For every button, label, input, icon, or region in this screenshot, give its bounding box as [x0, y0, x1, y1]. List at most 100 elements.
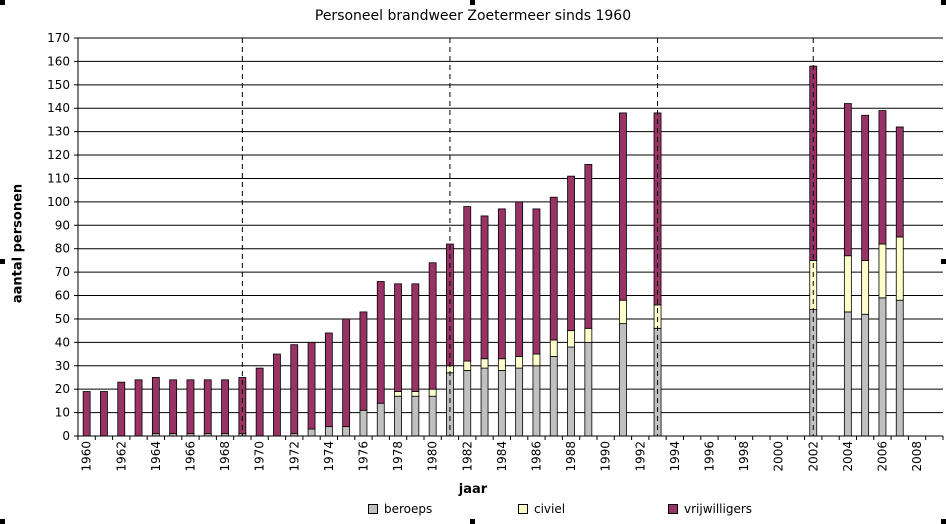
- bar-vrijwilligers-1982: [463, 206, 472, 362]
- legend-swatch-vrijwilligers: [668, 504, 678, 514]
- bar-vrijwilligers-2006: [878, 110, 887, 245]
- x-axis-label: jaar: [458, 482, 488, 497]
- resize-handle-top-left[interactable]: [0, 0, 5, 5]
- bar-civiel-2005: [861, 260, 870, 315]
- bar-civiel-1987: [549, 339, 558, 357]
- y-tick-label: 170: [47, 31, 70, 45]
- bar-vrijwilligers-1963: [134, 379, 143, 437]
- y-tick-label: 160: [47, 54, 70, 68]
- bar-civiel-1983: [480, 358, 489, 369]
- resize-handle-bottom-left[interactable]: [0, 519, 5, 524]
- bar-vrijwilligers-1965: [169, 379, 178, 435]
- bar-beroeps-1989: [584, 341, 593, 437]
- bar-vrijwilligers-1961: [100, 391, 108, 437]
- x-tick-label-1968: 1968: [218, 441, 232, 472]
- bar-beroeps-2004: [843, 311, 852, 437]
- x-tick-label-1994: 1994: [668, 441, 682, 472]
- resize-handle-top-right[interactable]: [941, 0, 946, 5]
- bar-vrijwilligers-1976: [359, 311, 368, 411]
- bar-vrijwilligers-1970: [255, 367, 264, 437]
- bar-beroeps-1979: [411, 395, 420, 437]
- legend-swatch-beroeps: [368, 504, 378, 514]
- bar-vrijwilligers-1985: [515, 201, 524, 357]
- axes: 0 10 20 30 40 50 60 70 80 90 100 110 120 130 140 150 160…: [47, 31, 944, 472]
- bar-vrijwilligers-1968: [221, 379, 229, 435]
- resize-handle-middle-left[interactable]: [0, 259, 5, 264]
- bar-beroeps-1973: [307, 428, 316, 437]
- resize-handle-middle-right[interactable]: [941, 259, 946, 264]
- x-tick-label-2006: 2006: [875, 441, 889, 472]
- legend-item-vrijwilligers: vrijwilligers: [668, 502, 752, 516]
- bar-civiel-1980: [428, 388, 437, 397]
- dashed-year-markers: [241, 38, 814, 436]
- bar-civiel-2007: [895, 236, 904, 301]
- bar-beroeps-1982: [463, 370, 472, 437]
- x-tick-label-1966: 1966: [183, 441, 197, 472]
- bar-beroeps-1974: [324, 426, 333, 437]
- bar-vrijwilligers-1977: [376, 281, 385, 404]
- bar-beroeps-1983: [480, 367, 489, 437]
- x-tick-label-2008: 2008: [910, 441, 924, 472]
- x-tick-label-1992: 1992: [633, 441, 647, 472]
- gridlines: [78, 37, 943, 414]
- bar-civiel-1978: [394, 391, 402, 397]
- x-tick-label-1996: 1996: [702, 441, 716, 472]
- bar-civiel-2006: [878, 243, 887, 299]
- legend-label-vrijwilligers: vrijwilligers: [684, 502, 753, 516]
- x-tick-label-1986: 1986: [529, 441, 543, 472]
- y-tick-label: 40: [55, 335, 70, 349]
- x-tick-label-1974: 1974: [322, 441, 336, 472]
- y-tick-label: 150: [47, 78, 70, 92]
- y-tick-label: 30: [55, 359, 70, 373]
- x-tick-label-1962: 1962: [114, 441, 128, 472]
- bar-vrijwilligers-2004: [843, 103, 852, 257]
- x-tick-label-1984: 1984: [495, 441, 509, 472]
- bar-beroeps-2005: [861, 313, 870, 437]
- x-tick-label-1978: 1978: [391, 441, 405, 472]
- bar-vrijwilligers-2007: [895, 126, 904, 238]
- bar-beroeps-1986: [532, 365, 541, 437]
- y-axis-label: aantal personen: [10, 183, 26, 304]
- x-tick-label-1980: 1980: [426, 441, 440, 472]
- bar-civiel-1991: [619, 299, 627, 325]
- bar-beroeps-1978: [394, 395, 402, 437]
- bar-vrijwilligers-1974: [324, 332, 333, 428]
- resize-handle-bottom-center[interactable]: [470, 519, 475, 524]
- x-tick-label-1960: 1960: [80, 441, 94, 472]
- bar-vrijwilligers-1980: [428, 262, 437, 390]
- bar-vrijwilligers-1975: [342, 318, 351, 428]
- bar-beroeps-1977: [376, 402, 385, 437]
- y-tick-label: 110: [47, 171, 70, 185]
- bar-beroeps-1985: [515, 367, 524, 437]
- resize-handle-bottom-right[interactable]: [941, 519, 946, 524]
- bar-vrijwilligers-1960: [82, 391, 91, 437]
- y-tick-label: 120: [47, 148, 70, 162]
- bar-civiel-1986: [532, 353, 541, 367]
- bar-beroeps-2007: [895, 299, 904, 437]
- legend-label-beroeps: beroeps: [384, 502, 433, 516]
- bar-beroeps-1976: [359, 409, 368, 437]
- chart-title: Personeel brandweer Zoetermeer sinds 196…: [314, 8, 632, 24]
- legend-label-civiel: civiel: [534, 502, 566, 516]
- x-tick-label-1976: 1976: [356, 441, 370, 472]
- y-tick-label: 80: [55, 242, 70, 256]
- bars: [82, 65, 904, 437]
- resize-handle-top-center[interactable]: [470, 0, 475, 5]
- bar-vrijwilligers-1988: [567, 175, 575, 332]
- bar-vrijwilligers-1972: [290, 344, 299, 435]
- y-tick-label: 100: [47, 195, 70, 209]
- bar-beroeps-1988: [567, 346, 575, 437]
- bar-beroeps-1980: [428, 395, 437, 437]
- bar-vrijwilligers-1979: [411, 283, 420, 392]
- bar-beroeps-1991: [619, 323, 627, 437]
- bar-civiel-2004: [843, 255, 852, 313]
- y-tick-label: 70: [55, 265, 70, 279]
- y-tick-label: 90: [55, 218, 70, 232]
- legend-item-beroeps: beroeps: [368, 502, 518, 516]
- x-tick-label-1998: 1998: [737, 441, 751, 472]
- bar-beroeps-2006: [878, 297, 887, 437]
- bar-beroeps-1987: [549, 355, 558, 437]
- bar-civiel-1988: [567, 330, 575, 348]
- bar-beroeps-1975: [342, 426, 351, 437]
- bar-vrijwilligers-1964: [151, 377, 160, 435]
